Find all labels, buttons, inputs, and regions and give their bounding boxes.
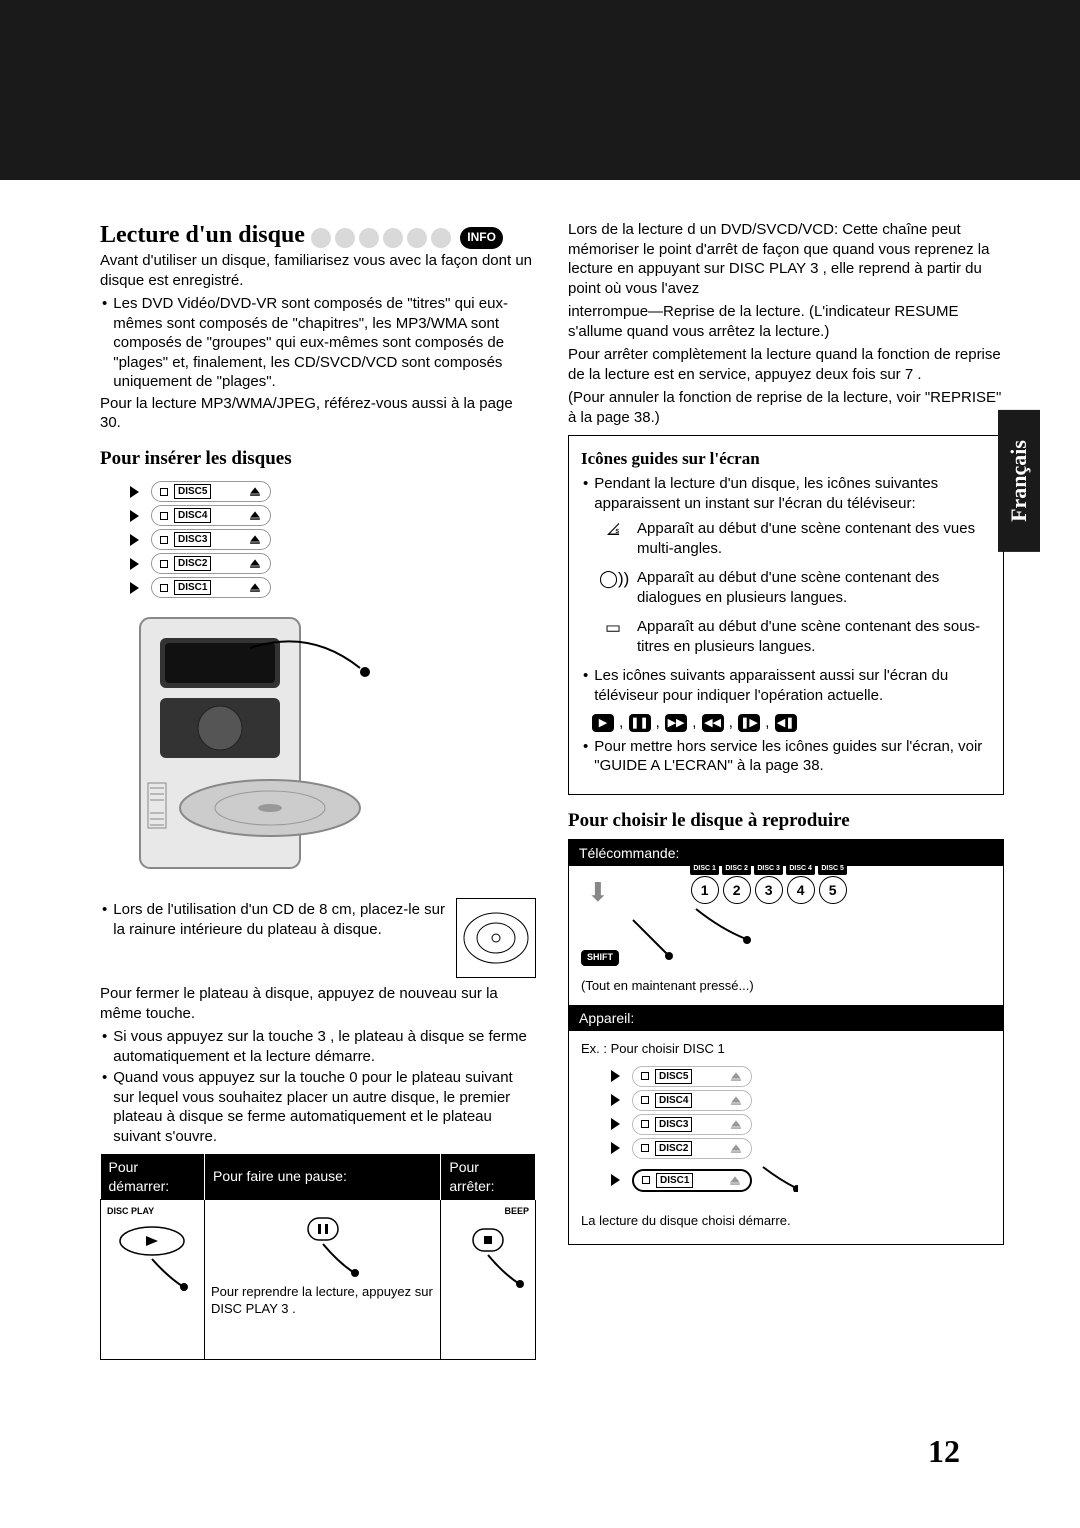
screen-icons-box: Icônes guides sur l'écran Pendant la lec… (568, 435, 1004, 795)
hold-note: (Tout en maintenant pressé...) (581, 978, 991, 995)
resume-p1: Lors de la lecture d un DVD/SVCD/VCD: Ce… (568, 220, 1004, 298)
close-bullet-1: Si vous appuyez sur la touche 3 , le pla… (100, 1027, 536, 1066)
disc4-button[interactable]: DISC 44 (787, 876, 815, 904)
playback-starts: La lecture du disque choisi démarre. (581, 1213, 991, 1230)
resume-p3: Pour arrêter complètement la lecture qua… (568, 345, 1004, 384)
disc2-button[interactable]: DISC 22 (723, 876, 751, 904)
disc1-button[interactable]: DISC 11 (691, 876, 719, 904)
resume-p2: interrompue—Reprise de la lecture. (L'in… (568, 302, 1004, 341)
cd-8cm-icon (456, 898, 536, 978)
resume-p4: (Pour annuler la fonction de reprise de … (568, 388, 1004, 427)
td-stop: BEEP (441, 1199, 536, 1359)
choose-disc-heading: Pour choisir le disque à reproduire (568, 809, 1004, 834)
arrow-down-icon: ⬇ (587, 876, 673, 910)
eject-icon (250, 488, 260, 494)
disc-buttons-panel: DISC5 DISC4 DISC3 DISC2 DISC1 (100, 481, 536, 598)
section-title: Lecture d'un disque (100, 222, 305, 248)
close-tray-text: Pour fermer le plateau à disque, appuyez… (100, 984, 536, 1023)
intro-text: Avant d'utiliser un disque, familiarisez… (100, 251, 536, 290)
td-pause: Pour reprendre la lecture, appuyez sur D… (204, 1199, 440, 1359)
device-header: Appareil: (569, 1005, 1003, 1031)
language-tab: Français (998, 410, 1040, 552)
playback-table: Pour démarrer: Pour faire une pause: Pou… (100, 1154, 536, 1359)
insert-heading: Pour insérer les disques (100, 447, 536, 472)
right-column: Lors de la lecture d un DVD/SVCD/VCD: Ce… (568, 220, 1004, 1360)
th-pause: Pour faire une pause: (204, 1154, 440, 1199)
shift-button[interactable]: SHIFT (581, 950, 619, 966)
left-column: Lecture d'un disque INFO Avant d'utilise… (100, 220, 536, 1360)
pointing-hand-icon (758, 1162, 798, 1199)
page-number: 12 (928, 1433, 960, 1470)
intro-note: Pour la lecture MP3/WMA/JPEG, référez-vo… (100, 394, 536, 433)
info-badge: INFO (460, 227, 503, 249)
title-dots (309, 228, 453, 248)
disc-number-buttons: DISC 11 DISC 22 DISC 33 DISC 44 DISC 55 (691, 876, 861, 904)
icons-heading: Icônes guides sur l'écran (581, 448, 991, 470)
close-bullet-2: Quand vous appuyez sur la touche 0 pour … (100, 1068, 536, 1146)
device-illustration (110, 608, 390, 888)
multilang-audio-icon: ◯)) (599, 568, 627, 607)
playback-status-icons: ▶ , ❚❚ , ▶▶ , ◀◀ , ❚▶ , ◀❚ (591, 713, 991, 733)
example-text: Ex. : Pour choisir DISC 1 (581, 1041, 991, 1058)
disc-row: DISC5 (130, 481, 536, 502)
disc3-button[interactable]: DISC 33 (755, 876, 783, 904)
disc5-button[interactable]: DISC 55 (819, 876, 847, 904)
subtitle-icon: ▭ (599, 617, 627, 656)
disc-pill[interactable]: DISC5 (151, 481, 271, 502)
play-icon (130, 486, 139, 498)
td-start: DISC PLAY (101, 1199, 205, 1359)
th-stop: Pour arrêter: (441, 1154, 536, 1199)
multiangle-icon: ⦞ (599, 519, 627, 558)
th-start: Pour démarrer: (101, 1154, 205, 1199)
remote-command-box: Télécommande: ⬇ SHIFT DISC 11 DISC 22 (568, 839, 1004, 1245)
cd-8cm-note: Lors de l'utilisation d'un CD de 8 cm, p… (100, 898, 536, 978)
intro-bullet: Les DVD Vidéo/DVD-VR sont composés de "t… (100, 294, 536, 392)
page-top-bar (0, 0, 1080, 180)
